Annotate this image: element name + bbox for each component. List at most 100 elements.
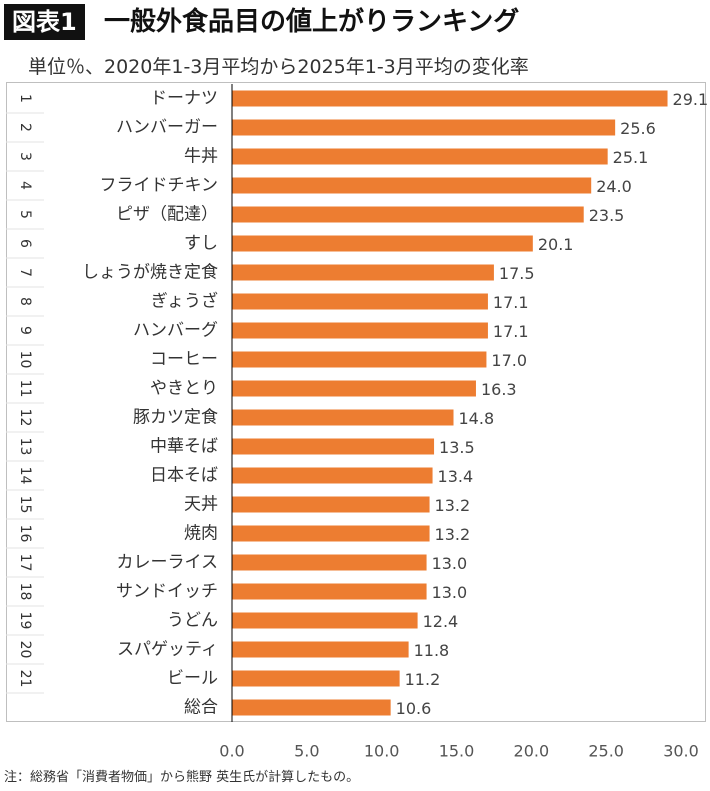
figure-badge: 図表1 bbox=[4, 4, 85, 40]
rank-label: 19 bbox=[17, 612, 33, 630]
bar bbox=[232, 293, 488, 310]
category-label: やきとり bbox=[150, 379, 218, 399]
data-label: 10.6 bbox=[396, 699, 432, 718]
category-label: 焼肉 bbox=[184, 524, 218, 544]
bar bbox=[232, 409, 454, 426]
bar bbox=[232, 322, 488, 339]
data-label: 13.0 bbox=[432, 554, 468, 573]
bar bbox=[232, 206, 584, 223]
data-label: 17.1 bbox=[493, 322, 529, 341]
category-label: スパゲッティ bbox=[117, 640, 218, 660]
rank-label: 15 bbox=[17, 496, 33, 514]
data-label: 17.1 bbox=[493, 293, 529, 312]
rank-label: 9 bbox=[17, 326, 33, 335]
data-label: 20.1 bbox=[538, 235, 574, 254]
data-label: 17.5 bbox=[499, 264, 535, 283]
bar bbox=[232, 699, 391, 716]
rank-label: 7 bbox=[17, 268, 33, 277]
rank-label: 10 bbox=[17, 351, 33, 369]
category-label: 中華そば bbox=[150, 437, 218, 457]
rank-label: 8 bbox=[17, 297, 33, 306]
rank-label: 6 bbox=[17, 239, 33, 248]
bar bbox=[232, 467, 433, 484]
rank-label: 13 bbox=[17, 438, 33, 456]
category-label: フライドチキン bbox=[100, 176, 219, 196]
data-label: 11.8 bbox=[414, 641, 450, 660]
bar bbox=[232, 148, 608, 165]
x-tick-label: 5.0 bbox=[294, 742, 319, 761]
source-note: 注：総務省「消費者物価」から熊野 英生氏が計算したもの。 bbox=[4, 770, 360, 785]
data-label: 17.0 bbox=[491, 351, 527, 370]
rank-label: 12 bbox=[17, 409, 33, 427]
category-label: カレーライス bbox=[117, 553, 219, 573]
category-label: ピザ（配達） bbox=[116, 205, 218, 225]
bar bbox=[232, 641, 409, 658]
category-label: うどん bbox=[167, 611, 218, 631]
category-label: 豚カツ定食 bbox=[133, 408, 218, 428]
bar bbox=[232, 119, 616, 136]
category-label: ハンバーガー bbox=[116, 118, 218, 138]
bar bbox=[232, 351, 487, 368]
x-tick-label: 10.0 bbox=[364, 742, 400, 761]
category-label: ビール bbox=[167, 669, 218, 689]
bar bbox=[232, 90, 668, 107]
data-label: 29.1 bbox=[673, 90, 709, 109]
bar bbox=[232, 177, 592, 194]
data-label: 13.2 bbox=[435, 496, 471, 515]
data-label: 13.0 bbox=[432, 583, 468, 602]
x-tick-label: 15.0 bbox=[439, 742, 475, 761]
bar bbox=[232, 438, 435, 455]
data-label: 23.5 bbox=[589, 206, 625, 225]
chart-frame bbox=[6, 82, 706, 722]
category-label: 牛丼 bbox=[184, 147, 218, 167]
bar bbox=[232, 235, 533, 252]
data-label: 12.4 bbox=[423, 612, 459, 631]
chart-subtitle: 単位％、2020年1-3月平均から2025年1-3月平均の変化率 bbox=[28, 56, 529, 78]
x-tick-label: 30.0 bbox=[663, 742, 699, 761]
data-label: 14.8 bbox=[459, 409, 495, 428]
bar bbox=[232, 583, 427, 600]
x-tick-label: 25.0 bbox=[588, 742, 624, 761]
rank-label: 3 bbox=[17, 152, 33, 161]
bar bbox=[232, 264, 494, 281]
bar bbox=[232, 496, 430, 513]
category-label: ぎょうざ bbox=[151, 291, 218, 312]
data-label: 16.3 bbox=[481, 380, 517, 399]
rank-label: 20 bbox=[17, 641, 33, 659]
category-label: サンドイッチ bbox=[116, 582, 218, 602]
rank-label: 14 bbox=[17, 467, 33, 485]
category-label: ハンバーグ bbox=[133, 321, 218, 341]
rank-label: 2 bbox=[17, 123, 33, 132]
category-label: コーヒー bbox=[150, 350, 218, 370]
bar bbox=[232, 380, 476, 397]
rank-label: 11 bbox=[17, 380, 33, 398]
chart-title: 一般外食品目の値上がりランキング bbox=[104, 7, 520, 37]
bar bbox=[232, 554, 427, 571]
category-label: 日本そば bbox=[150, 466, 218, 486]
bar-chart: 1 ドーナツ 29.1 2 ハンバーガー 25.6 3 牛丼 25.1 4 フライドチキン 24.0 5… bbox=[6, 84, 709, 761]
data-label: 24.0 bbox=[596, 177, 632, 196]
data-label: 25.1 bbox=[613, 148, 649, 167]
rank-label: 1 bbox=[17, 94, 33, 103]
x-tick-label: 20.0 bbox=[514, 742, 550, 761]
category-label: しょうが焼き定食 bbox=[82, 263, 218, 283]
data-label: 13.4 bbox=[438, 467, 474, 486]
category-label: ドーナツ bbox=[150, 89, 218, 109]
bar bbox=[232, 670, 400, 687]
rank-label: 21 bbox=[17, 670, 33, 688]
data-label: 25.6 bbox=[620, 119, 656, 138]
bar bbox=[232, 525, 430, 542]
data-label: 13.2 bbox=[435, 525, 471, 544]
x-tick-label: 0.0 bbox=[219, 742, 244, 761]
rank-label: 17 bbox=[17, 554, 33, 572]
category-label: すし bbox=[184, 234, 218, 254]
category-label: 天丼 bbox=[184, 495, 218, 515]
category-label: 総合 bbox=[184, 698, 218, 718]
rank-label: 4 bbox=[17, 181, 33, 190]
data-label: 13.5 bbox=[439, 438, 475, 457]
data-label: 11.2 bbox=[405, 670, 441, 689]
bar bbox=[232, 612, 418, 629]
rank-label: 16 bbox=[17, 525, 33, 543]
rank-label: 18 bbox=[17, 583, 33, 601]
rank-label: 5 bbox=[17, 210, 33, 219]
